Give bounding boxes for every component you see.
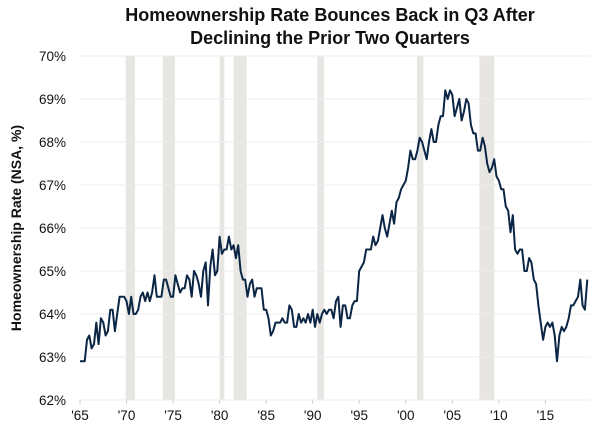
series-line-homeownership-rate bbox=[80, 89, 589, 363]
gridlines bbox=[80, 55, 591, 401]
y-tick-label: 63% bbox=[39, 350, 66, 365]
x-tick-label: '75 bbox=[164, 408, 182, 423]
y-tick-label: 65% bbox=[39, 264, 66, 279]
x-tick-label: '05 bbox=[444, 408, 462, 423]
y-axis-ticks: 62% 63% 64% 65% 66% 67% 68% 69% 70% bbox=[39, 49, 66, 408]
x-tick-label: '85 bbox=[257, 408, 275, 423]
y-tick-label: 67% bbox=[39, 178, 66, 193]
y-tick-label: 62% bbox=[39, 393, 66, 408]
x-tick-label: '00 bbox=[397, 408, 415, 423]
x-tick-label: '95 bbox=[350, 408, 368, 423]
chart-title-line-1: Homeownership Rate Bounces Back in Q3 Af… bbox=[125, 5, 535, 25]
y-tick-label: 70% bbox=[39, 49, 66, 64]
chart-title-line-2: Declining the Prior Two Quarters bbox=[190, 28, 470, 48]
x-tick-label: '15 bbox=[537, 408, 555, 423]
y-tick-label: 66% bbox=[39, 221, 66, 236]
y-axis-label: Homeownership Rate (NSA, %) bbox=[8, 125, 24, 331]
y-tick-label: 64% bbox=[39, 307, 66, 322]
x-tick-label: '80 bbox=[211, 408, 229, 423]
chart-title: Homeownership Rate Bounces Back in Q3 Af… bbox=[60, 4, 600, 50]
x-tick-label: '10 bbox=[490, 408, 508, 423]
x-tick-label: '90 bbox=[304, 408, 322, 423]
y-tick-label: 69% bbox=[39, 92, 66, 107]
y-tick-label: 68% bbox=[39, 135, 66, 150]
series-lines bbox=[80, 89, 589, 363]
x-axis-ticks: '65 '70 '75 '80 '85 '90 '95 '00 '05 '10 '15 bbox=[71, 400, 554, 423]
x-tick-label: '65 bbox=[71, 408, 89, 423]
x-tick-label: '70 bbox=[118, 408, 136, 423]
